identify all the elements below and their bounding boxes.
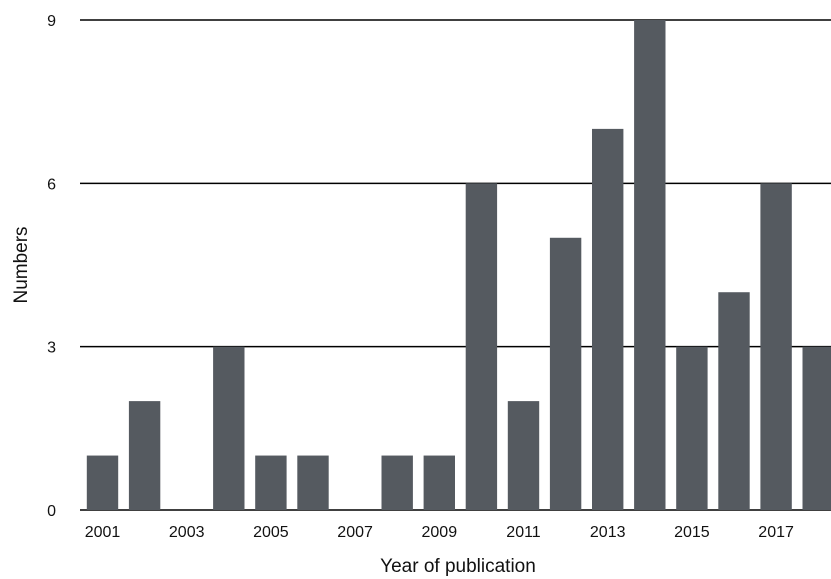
x-tick-label: 2005 bbox=[253, 524, 289, 541]
x-tick-label: 2013 bbox=[590, 524, 626, 541]
bar-2004 bbox=[213, 346, 245, 510]
x-tick-label: 2015 bbox=[674, 524, 710, 541]
y-axis-title: Numbers bbox=[11, 226, 32, 303]
x-tick-label: 2001 bbox=[85, 524, 121, 541]
bar-2008 bbox=[381, 455, 413, 510]
bar-2009 bbox=[423, 455, 455, 510]
bar-2013 bbox=[592, 128, 624, 510]
x-tick-label: 2009 bbox=[422, 524, 458, 541]
y-tick-label: 3 bbox=[47, 340, 56, 357]
bars bbox=[86, 20, 831, 511]
bar-2016 bbox=[718, 292, 750, 510]
bar-2012 bbox=[549, 237, 582, 510]
x-tick-label: 2003 bbox=[169, 524, 205, 541]
y-tick-label: 0 bbox=[47, 503, 56, 520]
x-axis-title: Year of publication bbox=[380, 556, 536, 577]
y-tick-label: 9 bbox=[47, 13, 56, 30]
y-tick-label: 6 bbox=[47, 176, 56, 193]
bar-2005 bbox=[255, 455, 287, 510]
bar-2015 bbox=[676, 346, 708, 510]
x-tick-label: 2007 bbox=[337, 524, 373, 541]
bar-2006 bbox=[297, 455, 329, 510]
y-tick-labels: 0 3 6 9 bbox=[47, 13, 56, 520]
bar-2014 bbox=[634, 20, 666, 510]
x-tick-label: 2017 bbox=[758, 524, 794, 541]
bar-2002 bbox=[128, 401, 161, 510]
x-tick-labels: 2001 2003 2005 2007 2009 2011 2013 2015 2017 bbox=[85, 524, 794, 541]
bar-2001 bbox=[86, 455, 119, 510]
x-tick-label: 2011 bbox=[506, 524, 541, 541]
bar-2018 bbox=[802, 346, 831, 510]
bar-2017 bbox=[760, 183, 792, 511]
bar-2010 bbox=[465, 183, 498, 511]
bar-2011 bbox=[507, 401, 540, 510]
